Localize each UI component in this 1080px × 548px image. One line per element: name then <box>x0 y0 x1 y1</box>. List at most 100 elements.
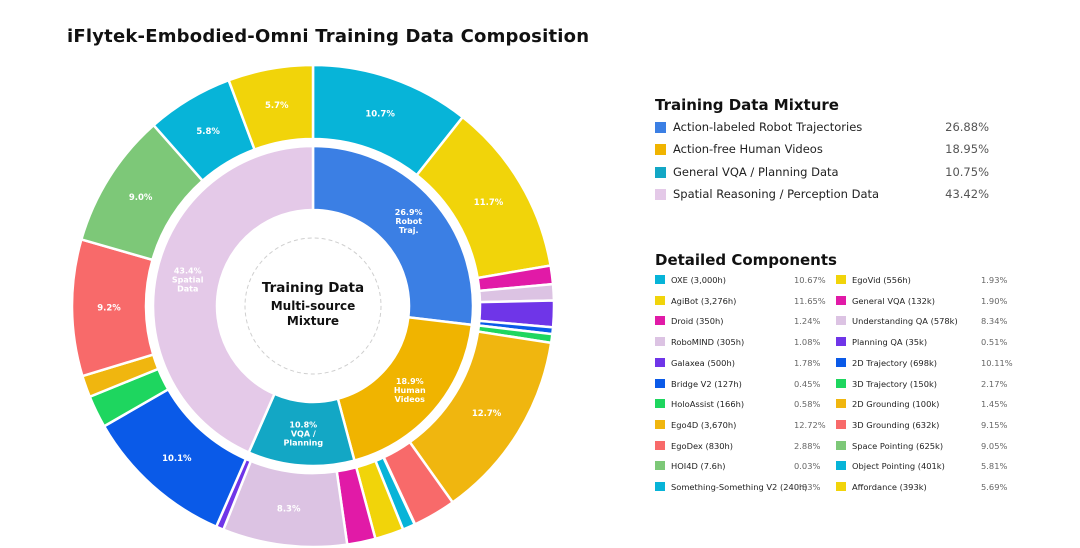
center-label-line2: Multi-source <box>271 299 356 313</box>
legend-swatch <box>836 399 846 409</box>
outer-slice-label-affordance-393k: 5.7% <box>265 101 289 111</box>
details-legend-item: HoloAssist (166h) 0.58% <box>655 394 830 414</box>
details-legend-item: AgiBot (3,276h) 11.65% <box>655 291 830 311</box>
legend-label: 2D Grounding (100k) <box>852 399 940 410</box>
legend-swatch <box>655 482 665 491</box>
inner-slice-label-action-free-human-videos: 18.9% Human Videos <box>394 377 426 404</box>
inner-slice-label-general-vqa-planning-data: 10.8% VQA / Planning <box>284 421 324 448</box>
inner-slice-label-action-labeled-robot-trajectories: 26.9% Robot Traj. <box>395 208 423 235</box>
legend-value: 5.81% <box>981 461 1008 472</box>
legend-value: 1.08% <box>794 337 821 348</box>
legend-label: EgoDex (830h) <box>671 440 734 451</box>
outer-slice-affordance-393k <box>227 63 315 152</box>
details-legend-item: Ego4D (3,670h) 12.72% <box>655 415 830 435</box>
legend-label: General VQA / Planning Data <box>673 164 839 179</box>
legend-label: HoloAssist (166h) <box>671 399 745 410</box>
outer-slice-label-agibot-3-276h: 11.7% <box>474 198 504 208</box>
inner-slice-action-labeled-robot-trajectories <box>311 144 475 327</box>
details-legend-item: RoboMIND (305h) 1.08% <box>655 332 830 352</box>
inner-ring <box>151 144 475 468</box>
details-legend: OXE (3,000h) 10.67% AgiBot (3,276h) 11.65% D… <box>655 270 1015 500</box>
inner-slice-label-spatial-reasoning-perception-data: 43.4% Spatial Data <box>172 267 204 294</box>
mixture-legend-item: Spatial Reasoning / Perception Data 43.42… <box>655 183 995 205</box>
legend-value: 0.45% <box>794 378 821 389</box>
slice-labels: 10.7% 11.7% 12.7% 8.3% 10.1% 9.2% 9.0% 5.8% 5.7%… <box>97 101 504 514</box>
details-legend-item: Galaxea (500h) 1.78% <box>655 353 830 373</box>
mixture-legend-item: Action-labeled Robot Trajectories 26.88% <box>655 116 995 138</box>
legend-swatch <box>836 419 846 429</box>
outer-slice-label-space-pointing-625k: 9.0% <box>129 193 153 203</box>
outer-ring <box>70 63 556 548</box>
legend-label: Bridge V2 (127h) <box>671 378 742 389</box>
legend-value: 10.11% <box>981 357 1013 368</box>
legend-swatch <box>655 337 665 347</box>
center-dashed-circle <box>244 237 382 375</box>
details-legend-item: OXE (3,000h) 10.67% <box>655 270 830 290</box>
legend-swatch <box>836 357 846 367</box>
legend-swatch <box>836 461 846 471</box>
details-legend-item: 3D Grounding (632k) 9.15% <box>836 415 1011 435</box>
legend-swatch <box>836 295 846 305</box>
legend-label: Space Pointing (625k) <box>852 440 944 451</box>
legend-value: 1.78% <box>794 357 821 368</box>
outer-slice-label-ego4d-3-670h: 12.7% <box>472 409 502 419</box>
legend-swatch <box>655 275 665 284</box>
legend-value: 1.45% <box>981 399 1008 410</box>
legend-swatch <box>655 316 665 326</box>
legend-value: 26.88% <box>945 120 989 134</box>
details-legend-item: HOI4D (7.6h) 0.03% <box>655 456 830 476</box>
legend-label: RoboMIND (305h) <box>671 337 745 348</box>
legend-swatch <box>655 189 666 201</box>
legend-label: Action-free Human Videos <box>673 142 823 157</box>
legend-label: Planning QA (35k) <box>852 337 928 348</box>
inner-slice-action-free-human-videos <box>336 315 474 463</box>
legend-value: 2.88% <box>794 440 821 451</box>
legend-label: 2D Trajectory (698k) <box>852 357 938 368</box>
legend-swatch <box>836 378 846 388</box>
legend-label: Ego4D (3,670h) <box>671 419 737 430</box>
legend-label: OXE (3,000h) <box>671 275 727 285</box>
legend-label: 3D Grounding (632k) <box>852 419 940 430</box>
details-legend-item: 2D Grounding (100k) 1.45% <box>836 394 1011 414</box>
legend-swatch <box>836 440 846 450</box>
legend-swatch <box>655 122 666 133</box>
legend-value: 10.67% <box>794 275 826 285</box>
legend-swatch <box>836 275 846 284</box>
legend-label: 3D Trajectory (150k) <box>852 378 938 389</box>
details-legend-item: Bridge V2 (127h) 0.45% <box>655 374 830 394</box>
legend-label: EgoVid (556h) <box>852 275 911 285</box>
legend-swatch <box>655 440 665 450</box>
legend-swatch <box>655 166 666 178</box>
mixture-legend: Action-labeled Robot Trajectories 26.88% A… <box>655 116 995 206</box>
mixture-legend-title: Training Data Mixture <box>655 96 839 114</box>
legend-value: 1.24% <box>794 316 821 327</box>
details-legend-item: Object Pointing (401k) 5.81% <box>836 456 1011 476</box>
legend-label: Something-Something V2 (240h) <box>671 482 808 492</box>
mixture-legend-item: Action-free Human Videos 18.95% <box>655 138 995 160</box>
legend-swatch <box>655 461 665 471</box>
details-legend-item: Understanding QA (578k) 8.34% <box>836 311 1011 331</box>
legend-value: 11.65% <box>794 295 826 306</box>
legend-value: 10.75% <box>945 164 989 179</box>
details-legend-item: Planning QA (35k) 0.51% <box>836 332 1011 352</box>
legend-value: 0.83% <box>794 482 821 492</box>
legend-label: Understanding QA (578k) <box>852 316 958 327</box>
legend-value: 8.34% <box>981 316 1008 327</box>
legend-swatch <box>655 419 665 429</box>
legend-label: Object Pointing (401k) <box>852 461 945 472</box>
details-legend-item: Affordance (393k) 5.69% <box>836 477 1011 497</box>
legend-swatch <box>655 295 665 305</box>
legend-label: AgiBot (3,276h) <box>671 295 737 306</box>
chart-title: iFlytek-Embodied-Omni Training Data Comp… <box>67 26 590 47</box>
details-legend-item: Space Pointing (625k) 9.05% <box>836 436 1011 456</box>
legend-swatch <box>655 357 665 367</box>
details-legend-item: General VQA (132k) 1.90% <box>836 291 1011 311</box>
legend-label: General VQA (132k) <box>852 295 935 306</box>
details-legend-item: EgoVid (556h) 1.93% <box>836 270 1011 290</box>
details-legend-item: 2D Trajectory (698k) 10.11% <box>836 353 1013 373</box>
outer-slice-label-understanding-qa-578k: 8.3% <box>277 505 301 515</box>
mixture-legend-item: General VQA / Planning Data 10.75% <box>655 161 995 183</box>
legend-value: 12.72% <box>794 419 826 430</box>
legend-value: 5.69% <box>981 482 1008 492</box>
legend-swatch <box>655 378 665 388</box>
